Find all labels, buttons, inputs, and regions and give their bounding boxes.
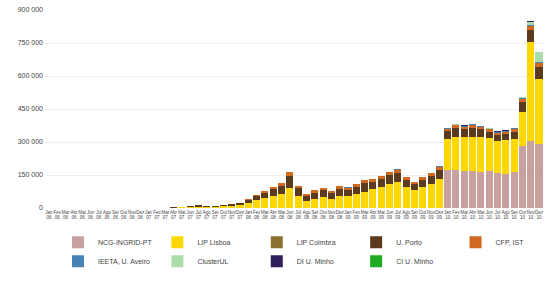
svg-text:Out07: Out07 [220, 210, 228, 221]
svg-text:CI U. Minho: CI U. Minho [396, 258, 433, 265]
svg-text:Dez06: Dez06 [136, 210, 145, 221]
svg-text:Jun09: Jun09 [386, 210, 394, 221]
svg-text:Jun06: Jun06 [87, 210, 95, 221]
svg-text:Mar10: Mar10 [460, 210, 468, 221]
svg-text:Nov07: Nov07 [228, 210, 237, 221]
svg-text:Jan07: Jan07 [145, 210, 153, 221]
svg-text:LIP Lisboa: LIP Lisboa [197, 239, 230, 246]
svg-text:750 000: 750 000 [18, 39, 43, 46]
svg-text:NCG-INGRID-PT: NCG-INGRID-PT [98, 239, 152, 246]
svg-text:Abr10: Abr10 [469, 210, 477, 221]
svg-text:Jan08: Jan08 [245, 210, 253, 221]
svg-text:Mar09: Mar09 [361, 210, 369, 221]
svg-text:Dez07: Dez07 [236, 210, 245, 221]
svg-text:Out06: Out06 [120, 210, 128, 221]
svg-text:150 000: 150 000 [18, 171, 43, 178]
svg-text:900 000: 900 000 [18, 6, 43, 13]
svg-text:Dez08: Dez08 [336, 210, 345, 221]
svg-text:600 000: 600 000 [18, 72, 43, 79]
svg-text:Jul08: Jul08 [295, 210, 301, 221]
svg-text:Jun07: Jun07 [187, 210, 195, 221]
svg-text:Out08: Out08 [319, 210, 327, 221]
svg-text:Jan10: Jan10 [444, 210, 452, 221]
svg-text:Fev06: Fev06 [54, 210, 62, 221]
svg-text:Abr08: Abr08 [270, 210, 278, 221]
svg-text:Abr09: Abr09 [369, 210, 377, 221]
svg-text:Nov09: Nov09 [427, 210, 436, 221]
svg-text:Out10: Out10 [519, 210, 527, 221]
svg-text:Jul09: Jul09 [395, 210, 401, 221]
svg-text:Jul10: Jul10 [495, 210, 501, 221]
svg-text:Set06: Set06 [112, 210, 120, 221]
svg-text:U. Porto: U. Porto [396, 239, 422, 246]
svg-text:CFP, IST: CFP, IST [496, 239, 525, 246]
svg-text:Dez09: Dez09 [435, 210, 444, 221]
svg-text:Jun08: Jun08 [286, 210, 294, 221]
svg-text:Nov10: Nov10 [527, 210, 536, 221]
svg-text:Ago06: Ago06 [103, 210, 112, 221]
svg-text:Ago07: Ago07 [203, 210, 212, 221]
svg-text:0: 0 [39, 204, 43, 211]
svg-text:Ago08: Ago08 [302, 210, 311, 221]
svg-text:Fev09: Fev09 [353, 210, 361, 221]
svg-text:Mai06: Mai06 [79, 210, 86, 221]
svg-text:Mar08: Mar08 [261, 210, 269, 221]
svg-text:Mai07: Mai07 [178, 210, 185, 221]
svg-text:Set09: Set09 [411, 210, 419, 221]
svg-text:Out09: Out09 [419, 210, 427, 221]
svg-text:LIP Coimbra: LIP Coimbra [297, 239, 336, 246]
svg-text:Set10: Set10 [511, 210, 519, 221]
svg-text:Fev08: Fev08 [253, 210, 261, 221]
svg-text:Jul07: Jul07 [196, 210, 202, 221]
svg-text:Mai08: Mai08 [278, 210, 285, 221]
svg-text:Jan06: Jan06 [45, 210, 53, 221]
svg-text:Mai09: Mai09 [378, 210, 385, 221]
svg-text:DI U. Minho: DI U. Minho [297, 258, 334, 265]
svg-text:Mai10: Mai10 [477, 210, 484, 221]
svg-text:Mar06: Mar06 [62, 210, 70, 221]
svg-text:Abr07: Abr07 [170, 210, 178, 221]
svg-text:Mar07: Mar07 [161, 210, 169, 221]
svg-text:Set08: Set08 [311, 210, 319, 221]
svg-text:Abr06: Abr06 [70, 210, 78, 221]
svg-text:ClusterUL: ClusterUL [197, 258, 228, 265]
svg-text:Jun10: Jun10 [486, 210, 494, 221]
svg-text:Set07: Set07 [212, 210, 220, 221]
svg-text:Nov08: Nov08 [327, 210, 336, 221]
svg-text:Fev10: Fev10 [452, 210, 460, 221]
svg-text:IEETA, U. Aveiro: IEETA, U. Aveiro [98, 258, 150, 265]
svg-text:Dez10: Dez10 [535, 210, 544, 221]
svg-text:Fev07: Fev07 [153, 210, 161, 221]
svg-text:300 000: 300 000 [18, 138, 43, 145]
svg-text:Ago09: Ago09 [402, 210, 411, 221]
svg-text:Jul06: Jul06 [96, 210, 102, 221]
svg-text:Jan09: Jan09 [344, 210, 352, 221]
svg-text:Nov06: Nov06 [128, 210, 137, 221]
svg-text:Ago10: Ago10 [502, 210, 511, 221]
svg-text:450 000: 450 000 [18, 105, 43, 112]
